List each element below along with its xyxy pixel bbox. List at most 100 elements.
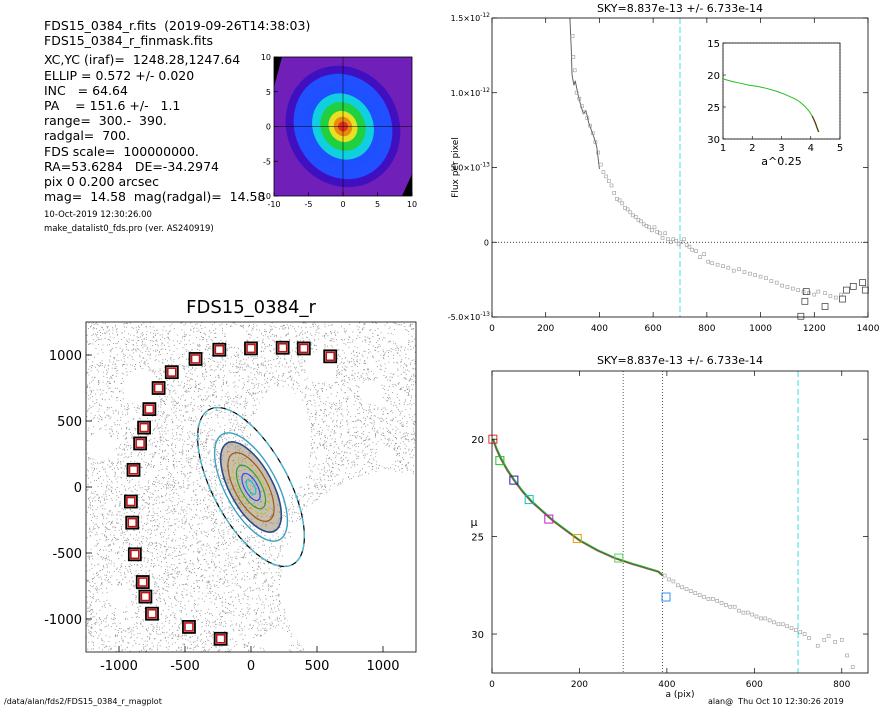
mu-profile-point <box>815 643 820 648</box>
inset-ytick-label: 15 <box>707 39 720 50</box>
sky-profile-point <box>617 198 622 203</box>
map-xtick-label: 0 <box>247 659 255 674</box>
thumbnail-xtick-label: 10 <box>407 200 417 209</box>
mu-profile-curve-under <box>491 438 664 577</box>
program-version: make_datalist0_fds.pro (ver. AS240919) <box>44 224 214 235</box>
sky-box-outer <box>133 436 148 451</box>
sky-profile-square <box>849 283 857 290</box>
sky-box-inner <box>153 383 164 393</box>
sky-profile-line <box>569 17 600 170</box>
sky-profile-title: SKY=8.837e-13 +/- 6.733e-14 <box>597 2 763 15</box>
mu-profile-point <box>684 587 689 592</box>
sky-profile-point <box>816 289 821 294</box>
sky-box-outer <box>275 340 290 355</box>
mu-profile-curve-over <box>493 438 664 576</box>
sky-profile-point <box>593 140 598 144</box>
mu-profile-point <box>676 583 680 588</box>
isophote-ellipse <box>213 432 289 542</box>
sky-profile-point <box>663 231 668 236</box>
sky-profile-point <box>585 116 590 120</box>
isophote-ellipse <box>197 406 305 568</box>
mu-profile-point <box>737 608 741 613</box>
masked-star <box>359 380 383 404</box>
mu-xtick-label: 600 <box>746 680 763 690</box>
sky-profile-point <box>737 267 741 271</box>
header-line: FDS scale= 100000000. <box>44 143 199 159</box>
mu-xtick-label: 400 <box>658 680 675 690</box>
thumbnail-xtick-label: -5 <box>305 200 313 209</box>
mu-profile-point <box>767 618 772 623</box>
inset-ytick-label: 30 <box>707 135 720 146</box>
sky-profile-point <box>574 90 579 95</box>
mu-profile-point <box>759 616 763 621</box>
header-line: XC,YC (iraf)= 1248.28,1247.64 <box>44 52 241 68</box>
sky-profile-point <box>721 264 725 268</box>
sky-profile-point <box>823 291 827 295</box>
mu-profile-point <box>689 589 693 593</box>
masked-star <box>376 447 396 467</box>
sky-box-inner <box>128 465 139 475</box>
sky-box-inner <box>184 622 194 632</box>
sky-box-outer <box>323 349 338 364</box>
map-ytick-label: -1000 <box>44 613 82 628</box>
sky-profile-point <box>785 285 790 289</box>
mu-profile-point <box>693 591 698 595</box>
sky-profile-point <box>764 276 768 280</box>
sky-box-inner <box>298 343 309 354</box>
sky-profile-point <box>628 210 633 215</box>
sky-box-outer <box>126 462 141 477</box>
sky-profile-point <box>649 228 654 233</box>
header-line: FDS15_0384_r_finmask.fits <box>44 33 214 49</box>
mu-xtick-label: 0 <box>489 680 495 690</box>
sky-box-outer <box>138 589 153 604</box>
sky-profile-point <box>698 255 702 259</box>
sky-box-outer <box>142 402 157 417</box>
mu-profile-point <box>732 604 737 609</box>
mu-profile-point <box>671 579 676 584</box>
mu-profile-marker <box>572 534 582 544</box>
thumbnail-ytick-label: 0 <box>266 123 271 132</box>
mu-profile-ylabel: μ <box>471 516 478 529</box>
mu-profile-point <box>839 638 844 642</box>
sky-profile-point <box>577 96 582 101</box>
inset-xtick-label: 1 <box>720 143 726 154</box>
mu-profile-point <box>850 665 855 669</box>
sky-xtick-label: 200 <box>537 324 554 334</box>
sky-profile-point <box>790 286 795 291</box>
sky-box-outer <box>135 575 150 589</box>
header-line: pix 0 0.200 arcsec <box>44 174 159 190</box>
mu-profile-point <box>710 597 715 601</box>
sky-ytick-mantissa: 1.5×10 <box>451 14 481 23</box>
mu-profile-marker <box>495 456 505 466</box>
sky-profile-point <box>694 249 698 254</box>
sky-profile-point <box>582 110 587 114</box>
sky-xtick-label: 1200 <box>803 324 826 334</box>
sky-profile-point <box>674 238 678 243</box>
masked-star <box>327 628 345 646</box>
sky-box-inner <box>147 608 157 619</box>
sky-box-inner <box>126 496 136 507</box>
sky-box-inner <box>246 343 256 354</box>
mu-profile-point <box>822 638 827 642</box>
header-line: range= 300.- 390. <box>44 113 167 129</box>
sky-profile-point <box>702 252 706 257</box>
sky-profile-point <box>812 292 817 297</box>
map-ytick-label: -500 <box>52 547 82 562</box>
sky-profile-point <box>570 34 575 38</box>
sky-xtick-label: 600 <box>645 324 662 334</box>
mu-profile-point <box>826 634 831 638</box>
sky-profile-point <box>769 279 774 283</box>
header-line: mag= 14.58 mag(radgal)= 14.58 <box>44 189 266 205</box>
inset-xlabel: a^0.25 <box>761 155 801 168</box>
mu-profile-marker <box>661 592 671 602</box>
mu-profile-point <box>697 593 702 597</box>
sky-box-outer <box>296 341 311 356</box>
mask-map-content <box>86 322 416 652</box>
inset-curve-tail <box>811 115 820 133</box>
sky-profile-square <box>861 286 869 294</box>
mu-profile-point <box>802 632 807 636</box>
isophote-ellipse <box>245 479 257 495</box>
sky-profile-point <box>758 274 763 279</box>
thumbnail-xtick-label: 5 <box>375 200 380 209</box>
sky-profile-point <box>571 55 576 59</box>
